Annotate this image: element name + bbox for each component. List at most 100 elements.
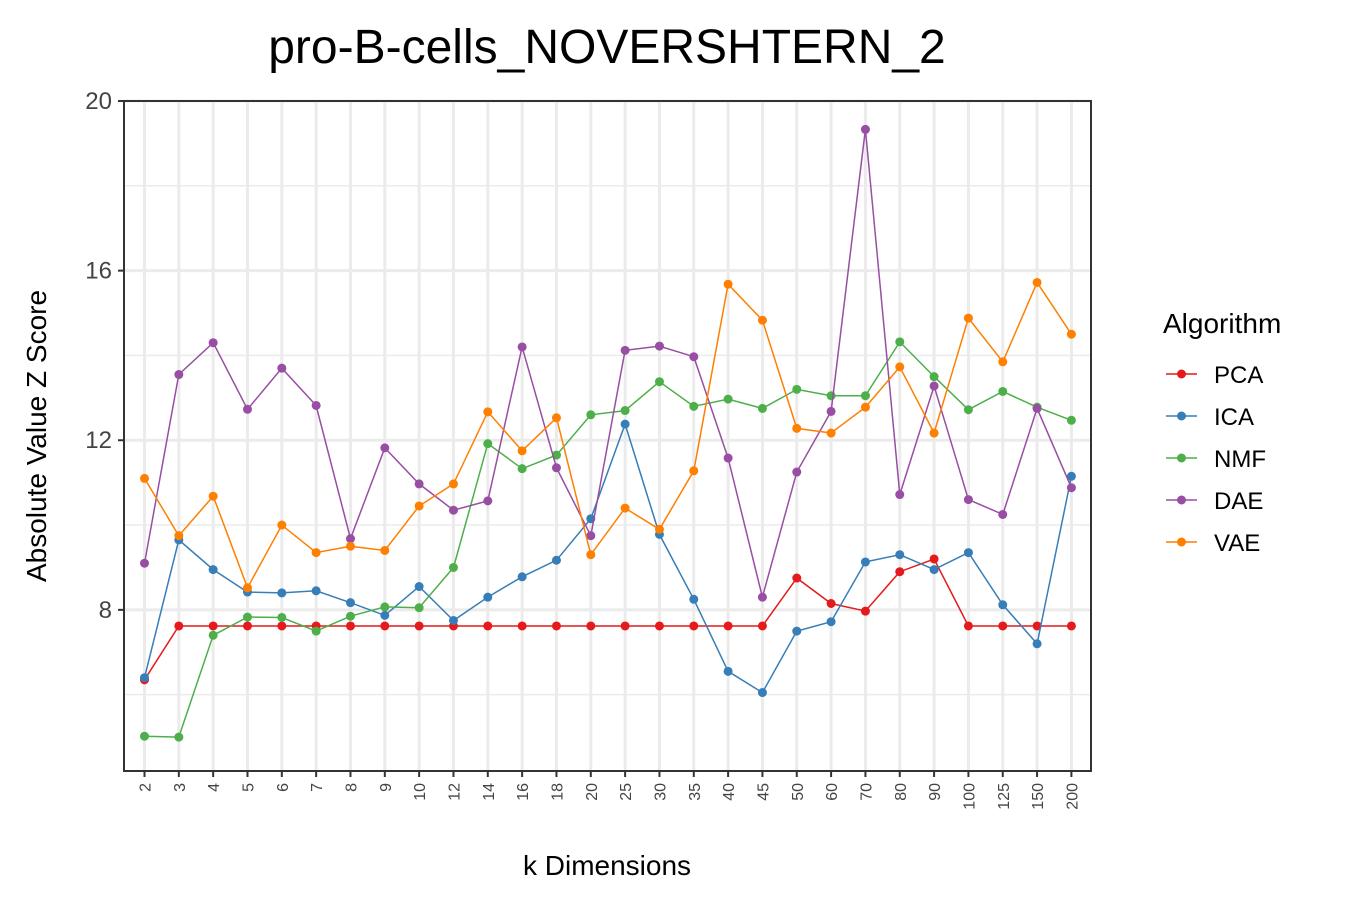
data-point-vae: [311, 548, 321, 558]
y-axis-title: Absolute Value Z Score: [21, 290, 52, 582]
series-line-vae: [143, 280, 1073, 590]
data-point-ica: [140, 673, 149, 683]
legend-item-ica: ICA: [1166, 404, 1254, 431]
data-point-nmf: [689, 401, 699, 411]
data-point-dae: [414, 479, 424, 489]
x-tick-label: 6: [275, 783, 292, 792]
data-point-pca: [792, 573, 802, 583]
data-point-ica: [1032, 639, 1042, 649]
data-point-pca: [620, 621, 630, 631]
x-tick-label: 150: [1030, 783, 1047, 810]
data-point-pca: [517, 621, 527, 631]
data-point-dae: [517, 342, 527, 352]
data-point-pca: [380, 621, 390, 631]
legend-title: Algorithm: [1163, 308, 1281, 339]
series-ica: [140, 419, 1076, 698]
data-point-vae: [380, 545, 390, 555]
x-tick-label: 80: [893, 783, 910, 801]
data-point-pca: [929, 554, 939, 564]
legend-label: VAE: [1214, 530, 1260, 557]
y-tick-label: 20: [85, 88, 112, 115]
x-axis-title: k Dimensions: [523, 850, 691, 881]
x-tick-label: 25: [618, 783, 635, 801]
data-point-vae: [1066, 329, 1076, 339]
data-point-dae: [140, 558, 149, 568]
series-nmf: [140, 337, 1076, 742]
data-point-ica: [792, 626, 802, 636]
legend-marker: [1177, 453, 1186, 463]
data-point-vae: [929, 428, 939, 438]
legend-marker: [1177, 411, 1186, 421]
legend-item-nmf: NMF: [1166, 446, 1266, 473]
data-point-pca: [723, 621, 733, 631]
data-point-ica: [1066, 471, 1076, 481]
data-point-dae: [895, 490, 905, 500]
data-point-vae: [483, 407, 493, 417]
data-point-vae: [895, 362, 905, 372]
x-tick-label: 200: [1064, 783, 1081, 810]
data-point-dae: [963, 495, 973, 505]
data-point-vae: [140, 473, 149, 483]
data-point-nmf: [483, 439, 493, 449]
x-tick-label: 16: [515, 783, 532, 801]
data-point-vae: [1032, 277, 1042, 287]
data-point-nmf: [140, 731, 149, 741]
data-point-ica: [826, 617, 836, 627]
x-tick-label: 20: [584, 783, 601, 801]
data-point-nmf: [208, 630, 218, 640]
data-point-pca: [757, 621, 767, 631]
x-tick-label: 4: [206, 783, 223, 792]
data-point-dae: [311, 400, 321, 410]
x-tick-label: 7: [309, 783, 326, 792]
data-point-nmf: [414, 603, 424, 613]
x-tick-label: 14: [481, 783, 498, 801]
data-point-pca: [689, 621, 699, 631]
data-point-nmf: [586, 410, 596, 420]
x-tick-label: 12: [446, 783, 463, 801]
data-point-dae: [345, 534, 355, 544]
x-tick-label: 30: [652, 783, 669, 801]
data-point-pca: [654, 621, 664, 631]
data-point-dae: [277, 363, 287, 373]
data-point-dae: [380, 443, 390, 453]
series-line-dae: [143, 129, 1073, 601]
data-point-dae: [723, 453, 733, 463]
data-point-ica: [208, 565, 218, 575]
x-tick-label: 60: [824, 783, 841, 801]
data-point-nmf: [311, 626, 321, 636]
data-point-pca: [414, 621, 424, 631]
x-tick-label: 70: [858, 783, 875, 801]
x-tick-label: 9: [378, 783, 395, 792]
data-point-dae: [654, 341, 664, 351]
data-point-ica: [963, 548, 973, 558]
data-point-vae: [345, 541, 355, 551]
data-point-dae: [860, 124, 870, 134]
data-point-vae: [620, 503, 630, 513]
data-point-pca: [998, 621, 1008, 631]
data-point-pca: [826, 599, 836, 608]
chart-title: pro-B-cells_NOVERSHTERN_2: [268, 21, 946, 74]
data-point-pca: [551, 621, 561, 631]
data-point-nmf: [517, 464, 527, 474]
data-point-nmf: [380, 602, 390, 612]
data-point-dae: [620, 345, 630, 355]
data-point-pca: [895, 567, 905, 577]
data-point-vae: [586, 550, 596, 560]
data-point-dae: [792, 467, 802, 477]
data-point-nmf: [998, 386, 1008, 396]
legend-item-vae: VAE: [1166, 530, 1260, 557]
data-point-ica: [311, 586, 321, 596]
data-point-ica: [929, 565, 939, 575]
data-point-ica: [483, 592, 493, 602]
data-point-nmf: [174, 732, 184, 742]
data-point-dae: [483, 496, 493, 506]
data-point-pca: [860, 606, 870, 616]
series-dae: [140, 124, 1076, 602]
data-point-dae: [242, 404, 252, 414]
legend-item-dae: DAE: [1166, 488, 1263, 515]
data-point-pca: [963, 621, 973, 631]
legend: Algorithm PCA ICA NMF DAE VAE: [1163, 308, 1281, 557]
data-point-vae: [792, 423, 802, 433]
data-point-nmf: [757, 403, 767, 413]
